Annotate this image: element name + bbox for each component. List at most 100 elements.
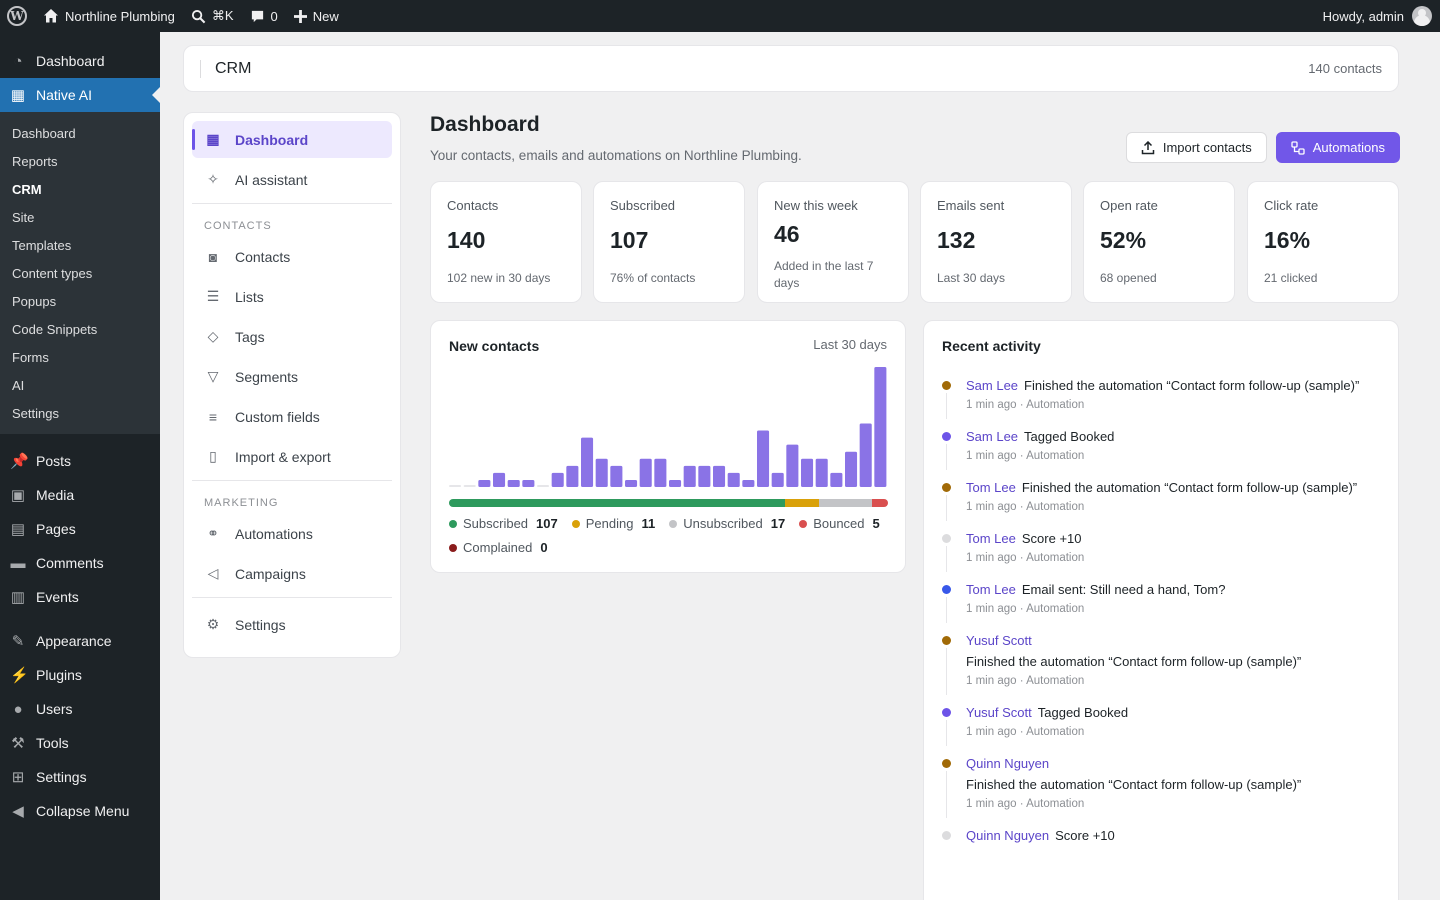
nav-segments[interactable]: ▽ Segments <box>192 358 392 395</box>
chart-bar[interactable] <box>683 465 696 487</box>
contact-name-link[interactable]: Tom Lee <box>966 582 1016 597</box>
menu-events[interactable]: ▥ Events <box>0 580 160 614</box>
submenu-ai[interactable]: AI <box>12 377 25 393</box>
nav-import-export[interactable]: ▯ Import & export <box>192 438 392 475</box>
chart-bar[interactable] <box>713 465 726 487</box>
chart-bar[interactable] <box>757 430 770 487</box>
chart-bar[interactable] <box>669 479 682 487</box>
menu-media-label: Media <box>36 487 75 503</box>
menu-media[interactable]: ▣ Media <box>0 478 160 512</box>
chart-bar[interactable] <box>874 367 887 487</box>
site-name-link[interactable]: Northline Plumbing <box>35 0 183 32</box>
menu-comments[interactable]: ▬ Comments <box>0 546 160 580</box>
activity-text: Yusuf Scott Tagged Booked <box>966 702 1382 723</box>
workflow-icon <box>1291 140 1305 155</box>
chart-bar[interactable] <box>625 479 638 487</box>
chart-bar[interactable] <box>507 479 520 487</box>
stat-value: 140 <box>447 227 486 253</box>
contact-name-link[interactable]: Tom Lee <box>966 480 1016 495</box>
chart-bar[interactable] <box>698 465 711 487</box>
comments-link[interactable]: 0 <box>242 0 286 32</box>
legend-count: 5 <box>872 516 880 531</box>
nav-contacts[interactable]: ◙ Contacts <box>192 238 392 275</box>
menu-appearance[interactable]: ✎ Appearance <box>0 624 160 658</box>
chart-bar[interactable] <box>845 451 858 487</box>
recent-activity-card: Recent activity Sam Lee Finished the auto… <box>923 320 1399 900</box>
submenu-content-types[interactable]: Content types <box>12 265 93 281</box>
menu-pages[interactable]: ▤ Pages <box>0 512 160 546</box>
collapse-arrow-icon: ◀ <box>12 803 24 820</box>
chart-bar[interactable] <box>654 458 667 487</box>
nav-ai-assistant-label: AI assistant <box>235 171 308 188</box>
nav-tags[interactable]: ◇ Tags <box>192 318 392 355</box>
contact-name-link[interactable]: Sam Lee <box>966 378 1019 393</box>
chart-bar[interactable] <box>551 472 564 487</box>
contact-name-link[interactable]: Quinn Nguyen <box>966 756 1050 771</box>
nav-settings[interactable]: ⚙ Settings <box>192 606 392 643</box>
chart-bar[interactable] <box>771 472 784 487</box>
new-content-button[interactable]: New <box>286 0 347 32</box>
contact-name-link[interactable]: Yusuf Scott <box>966 633 1032 648</box>
menu-posts[interactable]: 📌 Posts <box>0 444 160 478</box>
chart-bar[interactable] <box>801 458 814 487</box>
chart-bar[interactable] <box>493 472 506 487</box>
chart-bar[interactable] <box>522 479 535 487</box>
submenu-forms[interactable]: Forms <box>12 349 49 365</box>
menu-settings[interactable]: ⊞ Settings <box>0 760 160 794</box>
chart-bar[interactable] <box>537 485 550 487</box>
chart-bar[interactable] <box>815 458 828 487</box>
account-menu[interactable]: Howdy, admin <box>1323 6 1440 26</box>
submenu-popups[interactable]: Popups <box>12 293 57 309</box>
stat-card-emails-sent: Emails sent 132 Last 30 days <box>920 181 1072 303</box>
chart-bar[interactable] <box>610 465 623 487</box>
legend-item: Subscribed 107 <box>449 516 558 531</box>
submenu-dashboard[interactable]: Dashboard <box>12 125 76 141</box>
menu-tools[interactable]: ⚒ Tools <box>0 726 160 760</box>
chart-bar[interactable] <box>639 458 652 487</box>
chart-bar[interactable] <box>727 472 740 487</box>
submenu-settings[interactable]: Settings <box>12 405 59 421</box>
collapse-menu-button[interactable]: ◀ Collapse Menu <box>0 794 160 828</box>
menu-plugins[interactable]: ⚡ Plugins <box>0 658 160 692</box>
submenu-code-snippets[interactable]: Code Snippets <box>12 321 98 337</box>
nav-campaigns[interactable]: ◁ Campaigns <box>192 555 392 592</box>
status-bar-segment <box>872 499 888 507</box>
media-icon: ▣ <box>10 487 26 504</box>
menu-users[interactable]: ● Users <box>0 692 160 726</box>
chart-bar[interactable] <box>581 437 594 487</box>
command-search-button[interactable]: ⌘K <box>183 0 242 32</box>
chart-bar[interactable] <box>786 444 799 487</box>
contact-name-link[interactable]: Quinn Nguyen <box>966 828 1050 843</box>
chart-bar[interactable] <box>566 465 579 487</box>
nav-ai-assistant[interactable]: ✧ AI assistant <box>192 161 392 198</box>
submenu-crm[interactable]: CRM <box>12 181 42 197</box>
nav-custom-fields[interactable]: ≡ Custom fields <box>192 398 392 435</box>
activity-item: Yusuf Scott Finished the automation “Cont… <box>942 630 1382 695</box>
submenu-site[interactable]: Site <box>12 209 35 225</box>
menu-tools-label: Tools <box>36 735 69 751</box>
chart-bar[interactable] <box>859 423 872 487</box>
timeline-line <box>946 393 947 419</box>
contact-name-link[interactable]: Sam Lee <box>966 429 1019 444</box>
automations-button[interactable]: Automations <box>1275 132 1400 163</box>
menu-native-ai[interactable]: ▦ Native AI <box>0 78 160 112</box>
chart-bar[interactable] <box>449 485 462 487</box>
chart-bar[interactable] <box>595 458 608 487</box>
chart-bar[interactable] <box>478 479 491 487</box>
chart-bar[interactable] <box>463 485 476 487</box>
document-icon: ▯ <box>209 448 217 464</box>
nav-lists[interactable]: ☰ Lists <box>192 278 392 315</box>
contact-name-link[interactable]: Tom Lee <box>966 531 1016 546</box>
nav-dashboard[interactable]: ▦ Dashboard <box>192 121 392 158</box>
wordpress-logo-button[interactable]: W <box>0 0 35 32</box>
nav-automations[interactable]: ⚭ Automations <box>192 515 392 552</box>
chart-bar[interactable] <box>742 479 755 487</box>
contact-name-link[interactable]: Yusuf Scott <box>966 705 1032 720</box>
stat-card-subscribed: Subscribed 107 76% of contacts <box>593 181 745 303</box>
import-contacts-button[interactable]: Import contacts <box>1125 132 1267 163</box>
stat-value: 132 <box>937 227 976 253</box>
submenu-reports[interactable]: Reports <box>12 153 58 169</box>
menu-dashboard[interactable]: ◔ Dashboard <box>0 44 160 78</box>
submenu-templates[interactable]: Templates <box>12 237 72 253</box>
chart-bar[interactable] <box>830 472 843 487</box>
